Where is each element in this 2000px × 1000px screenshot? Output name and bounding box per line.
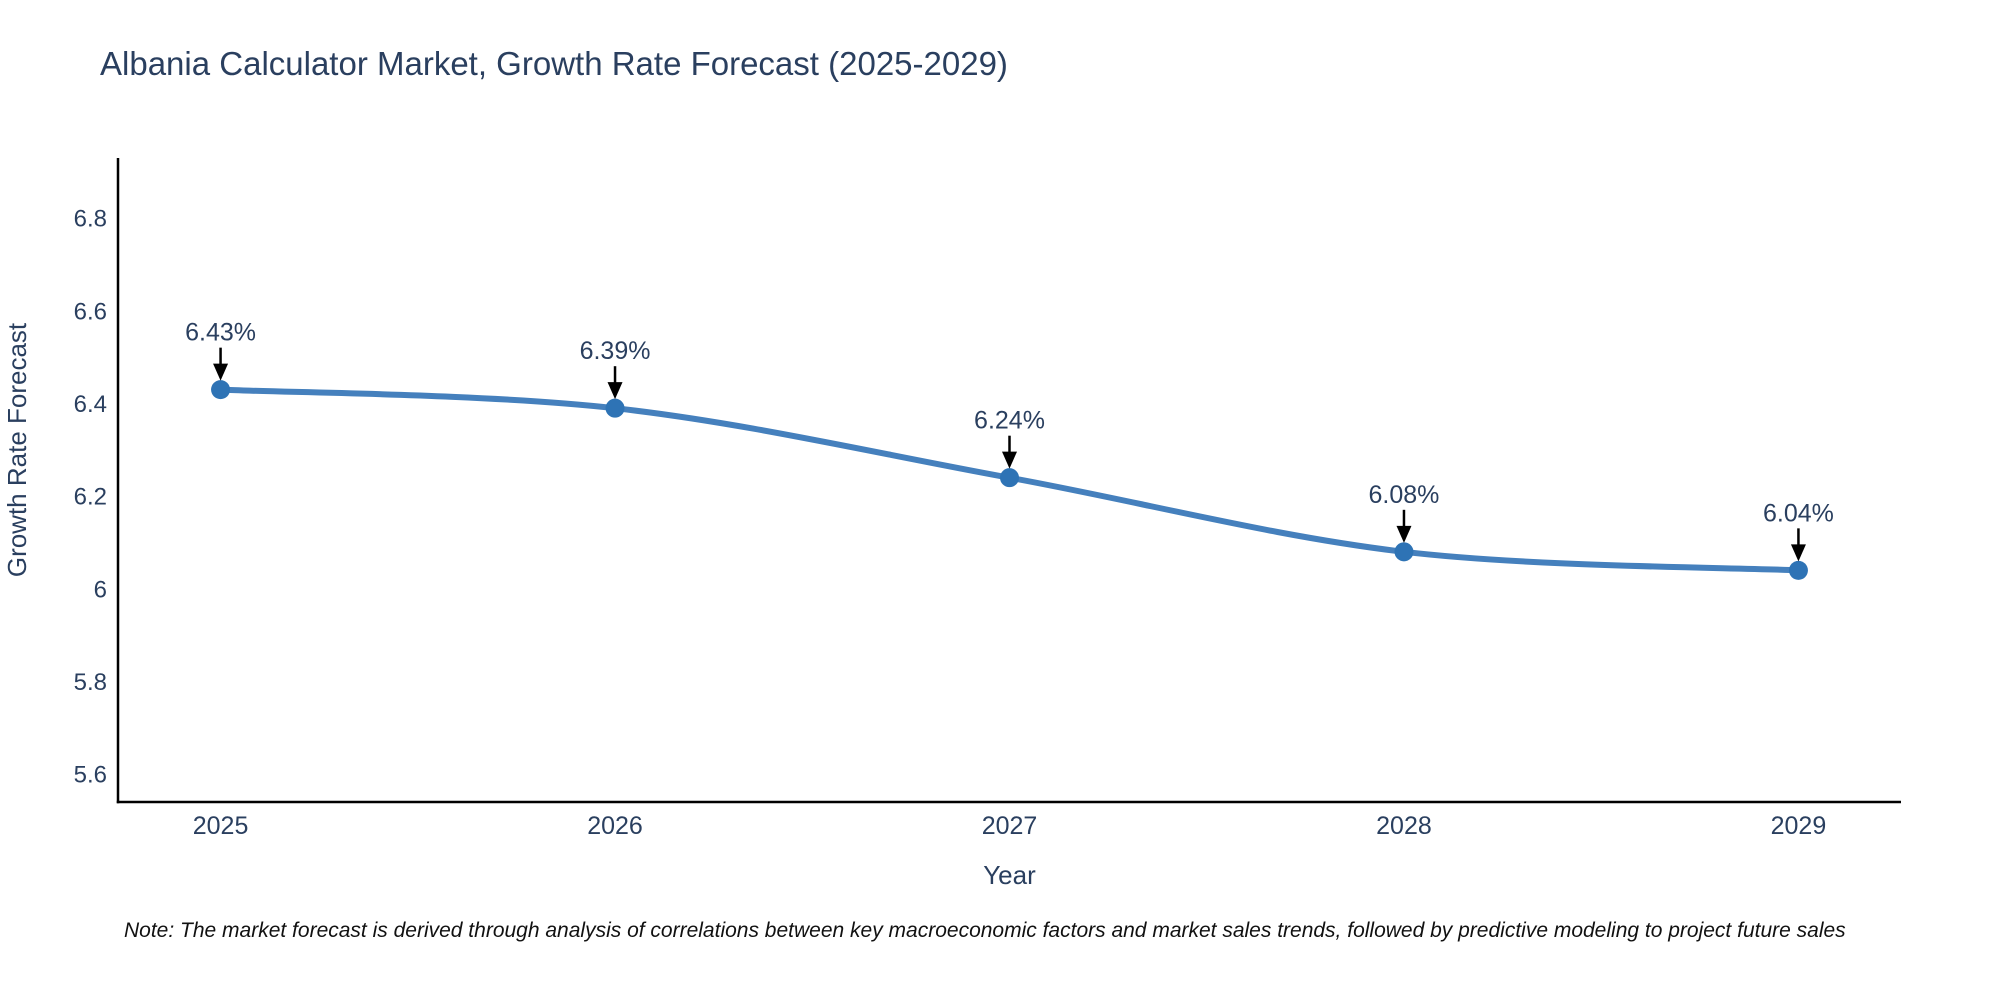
x-axis-title: Year (983, 860, 1036, 890)
y-tick-label: 6.6 (74, 298, 107, 325)
data-point-marker (1394, 542, 1414, 562)
x-tick-label: 2026 (587, 812, 643, 840)
point-value-label: 6.04% (1763, 499, 1834, 527)
annotation-arrowhead-icon (1002, 451, 1017, 469)
point-value-label: 6.43% (185, 319, 256, 347)
x-tick-label: 2028 (1376, 812, 1432, 840)
chart-title: Albania Calculator Market, Growth Rate F… (100, 45, 1008, 82)
y-tick-label: 6 (94, 576, 107, 603)
y-tick-label: 6.8 (74, 206, 107, 233)
x-tick-label: 2029 (1771, 812, 1827, 840)
annotation-arrowhead-icon (1396, 525, 1412, 543)
point-value-label: 6.39% (580, 337, 651, 365)
y-tick-label: 5.6 (74, 762, 107, 789)
y-tick-label: 5.8 (74, 669, 107, 696)
x-tick-label: 2027 (982, 812, 1038, 840)
y-tick-label: 6.4 (74, 391, 107, 418)
annotation-arrowhead-icon (607, 382, 623, 400)
annotation-arrowhead-icon (213, 363, 229, 381)
y-axis-title: Growth Rate Forecast (2, 322, 32, 577)
footnote: Note: The market forecast is derived thr… (124, 919, 1846, 942)
x-tick-label: 2025 (193, 812, 249, 840)
data-point-marker (1000, 468, 1019, 488)
y-tick-label: 6.2 (74, 484, 107, 511)
point-value-label: 6.08% (1369, 481, 1440, 509)
data-point-marker (605, 398, 625, 418)
annotation-arrowhead-icon (1790, 544, 1806, 562)
point-value-label: 6.24% (974, 407, 1045, 435)
data-point-marker (1788, 560, 1808, 580)
data-point-marker (211, 380, 231, 400)
